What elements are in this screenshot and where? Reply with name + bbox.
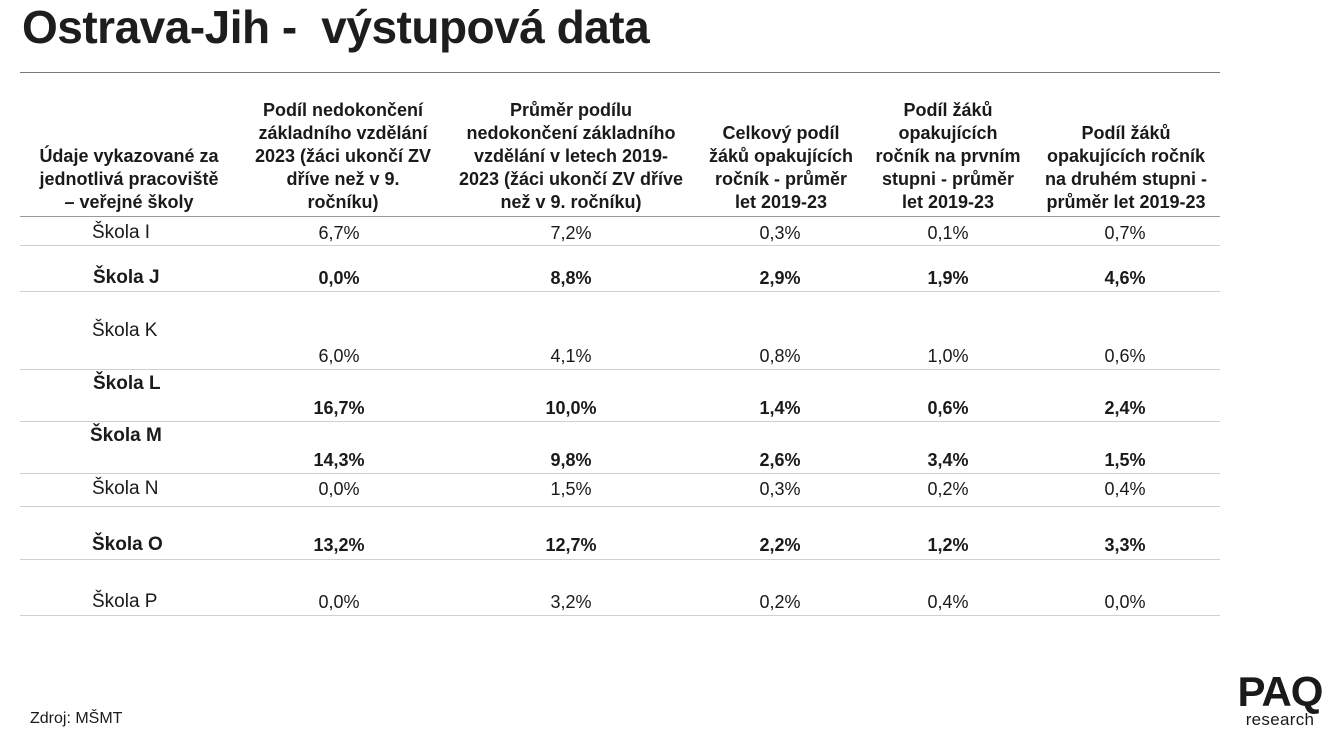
value-repeat-total: 0,8% — [759, 346, 801, 366]
value-dropout-2023: 13,2% — [313, 535, 365, 555]
column-header-repeat-total: Celkový podíl žáků opakujících ročník - … — [708, 123, 854, 212]
value-repeat-total: 2,2% — [759, 535, 801, 555]
school-name: Škola O — [92, 534, 163, 555]
value-dropout-avg: 12,7% — [545, 535, 597, 555]
value-repeat-total: 2,6% — [759, 450, 801, 470]
value-dropout-2023: 6,7% — [318, 223, 360, 243]
value-repeat-second: 4,6% — [1104, 268, 1146, 288]
source-note: Zdroj: MŠMT — [30, 710, 123, 727]
school-name: Škola K — [92, 320, 158, 341]
value-repeat-second: 0,6% — [1104, 346, 1146, 366]
column-header-dropout-avg: Průměr podílu nedokončení základního vzd… — [458, 100, 684, 212]
value-repeat-first: 0,6% — [927, 398, 969, 418]
value-repeat-first: 0,4% — [927, 592, 969, 612]
value-repeat-first: 3,4% — [927, 450, 969, 470]
value-dropout-avg: 4,1% — [550, 346, 592, 366]
value-repeat-first: 1,2% — [927, 535, 969, 555]
school-name: Škola N — [92, 478, 159, 499]
school-name: Škola M — [90, 425, 162, 446]
value-dropout-avg: 10,0% — [545, 398, 597, 418]
value-repeat-total: 0,3% — [759, 223, 801, 243]
table-row: Škola P 0,0% 3,2% 0,2% 0,4% 0,0% — [20, 560, 1220, 616]
value-dropout-avg: 8,8% — [550, 268, 592, 288]
value-repeat-total: 0,3% — [759, 479, 801, 499]
value-repeat-first: 0,2% — [927, 479, 969, 499]
table-header: Údaje vykazované za jednotlivá pracovišt… — [20, 82, 1220, 217]
value-dropout-2023: 6,0% — [318, 346, 360, 366]
value-dropout-2023: 0,0% — [318, 592, 360, 612]
school-name: Škola J — [93, 267, 160, 288]
column-header-repeat-first: Podíl žáků opakujících ročník na prvním … — [875, 100, 1021, 212]
value-repeat-second: 3,3% — [1104, 535, 1146, 555]
paq-research-logo: PAQ research — [1232, 668, 1328, 729]
school-name: Škola P — [92, 591, 158, 612]
school-name: Škola L — [93, 373, 161, 394]
logo-subtitle: research — [1245, 710, 1315, 729]
table-row: Škola M 14,3% 9,8% 2,6% 3,4% 1,5% — [20, 422, 1220, 474]
page-title: Ostrava-Jih - výstupová data — [22, 1, 650, 53]
value-repeat-total: 1,4% — [759, 398, 801, 418]
value-repeat-first: 1,9% — [927, 268, 969, 288]
column-header-dropout-2023: Podíl nedokončení základního vzdělání 20… — [254, 100, 432, 212]
value-dropout-2023: 14,3% — [313, 450, 365, 470]
table-row: Škola I 6,7% 7,2% 0,3% 0,1% 0,7% — [20, 217, 1220, 246]
table-row: Škola K 6,0% 4,1% 0,8% 1,0% 0,6% — [20, 292, 1220, 370]
value-dropout-2023: 16,7% — [313, 398, 365, 418]
table-row: Škola J 0,0% 8,8% 2,9% 1,9% 4,6% — [20, 246, 1220, 292]
value-repeat-second: 1,5% — [1104, 450, 1146, 470]
value-dropout-avg: 7,2% — [550, 223, 592, 243]
value-dropout-avg: 3,2% — [550, 592, 592, 612]
column-header-repeat-second: Podíl žáků opakujících ročník na druhém … — [1045, 123, 1207, 212]
value-repeat-second: 0,0% — [1104, 592, 1146, 612]
value-repeat-total: 0,2% — [759, 592, 801, 612]
value-repeat-total: 2,9% — [759, 268, 801, 288]
column-header-school: Údaje vykazované za jednotlivá pracovišt… — [39, 146, 219, 212]
table-row: Škola N 0,0% 1,5% 0,3% 0,2% 0,4% — [20, 474, 1220, 507]
value-repeat-second: 0,7% — [1104, 223, 1146, 243]
table-row: Škola L 16,7% 10,0% 1,4% 0,6% 2,4% — [20, 370, 1220, 422]
table-row: Škola O 13,2% 12,7% 2,2% 1,2% 3,3% — [20, 507, 1220, 560]
value-dropout-avg: 1,5% — [550, 479, 592, 499]
value-dropout-avg: 9,8% — [550, 450, 592, 470]
value-dropout-2023: 0,0% — [318, 268, 360, 288]
value-repeat-second: 0,4% — [1104, 479, 1146, 499]
value-dropout-2023: 0,0% — [318, 479, 360, 499]
school-name: Škola I — [92, 222, 151, 243]
title-divider — [20, 72, 1220, 73]
value-repeat-first: 0,1% — [927, 223, 969, 243]
value-repeat-second: 2,4% — [1104, 398, 1146, 418]
value-repeat-first: 1,0% — [927, 346, 969, 366]
logo-wordmark: PAQ — [1237, 668, 1324, 715]
